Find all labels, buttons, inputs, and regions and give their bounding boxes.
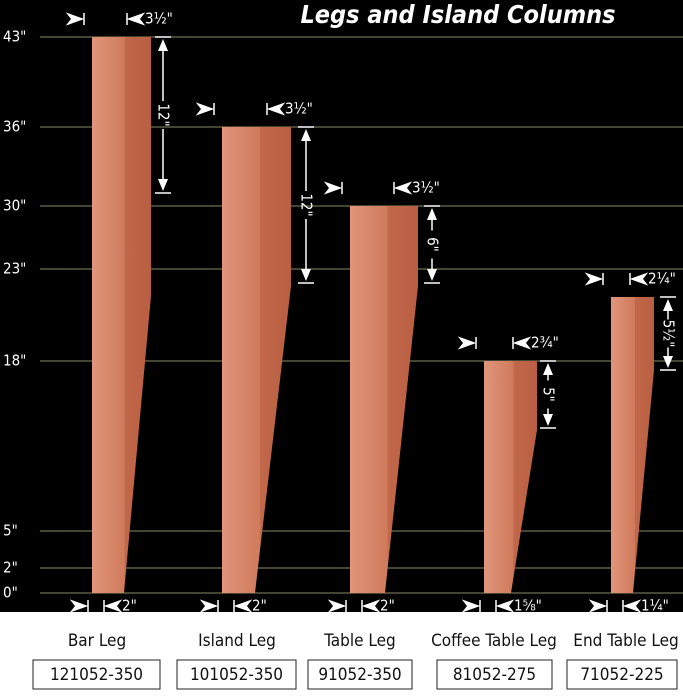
leg-code: 81052-275 [453,665,536,685]
height-label: 18" [3,352,26,370]
bottom-width: 2" [252,597,267,615]
leg-code: 121052-350 [50,665,143,685]
taper-length: 12" [298,193,316,216]
arrow [512,336,532,350]
leg-code: 71052-225 [580,665,663,685]
taper-length: 6" [424,237,442,252]
leg-name: Coffee Table Leg [431,631,557,651]
code-box [566,659,678,690]
arrow [126,12,146,26]
arrow [65,12,85,26]
height-label: 30" [3,197,26,215]
code-box [176,659,297,690]
taper-length: 5½" [660,320,678,348]
leg-name: Table Leg [323,631,395,651]
arrow [199,599,219,613]
leg-name: Island Leg [198,631,276,651]
arrow [588,599,608,613]
bottom-width: 2" [122,597,137,615]
bottom-width: 2" [380,597,395,615]
top-width: 3½" [412,179,440,197]
arrow [266,102,286,116]
leg-name: Bar Leg [68,631,126,651]
taper-length: 12" [155,103,173,126]
height-label: 43" [3,28,26,46]
arrow [457,336,477,350]
arrow [461,599,481,613]
arrow [327,599,347,613]
taper-length: 5" [540,387,558,402]
arrow [361,599,381,613]
arrow [323,181,343,195]
leg [484,361,537,593]
top-width: 3½" [285,100,313,118]
height-label: 2" [3,559,18,577]
code-box [307,659,413,690]
leg [611,297,654,593]
leg-code: 91052-350 [318,665,401,685]
height-label: 5" [3,522,18,540]
height-label: 0" [3,584,18,602]
bottom-width: 1⅝" [514,597,542,615]
arrow [393,181,413,195]
leg-code: 101052-350 [190,665,283,685]
leg-name: End Table Leg [573,631,678,651]
top-width: 2¼" [648,270,676,288]
leg [222,127,291,593]
arrow [103,599,123,613]
top-width: 3½" [145,10,173,28]
arrow [629,272,649,286]
bottom-width: 1¼" [641,597,669,615]
arrow [233,599,253,613]
height-label: 36" [3,118,26,136]
arrow [69,599,89,613]
leg [350,206,418,593]
title: Legs and Island Columns [300,0,615,29]
arrow [622,599,642,613]
code-box [436,659,553,690]
arrow [584,272,604,286]
top-width: 2¾" [531,334,559,352]
leg [92,37,151,593]
code-box [32,659,161,690]
arrow [195,102,215,116]
height-label: 23" [3,260,26,278]
arrow [495,599,515,613]
